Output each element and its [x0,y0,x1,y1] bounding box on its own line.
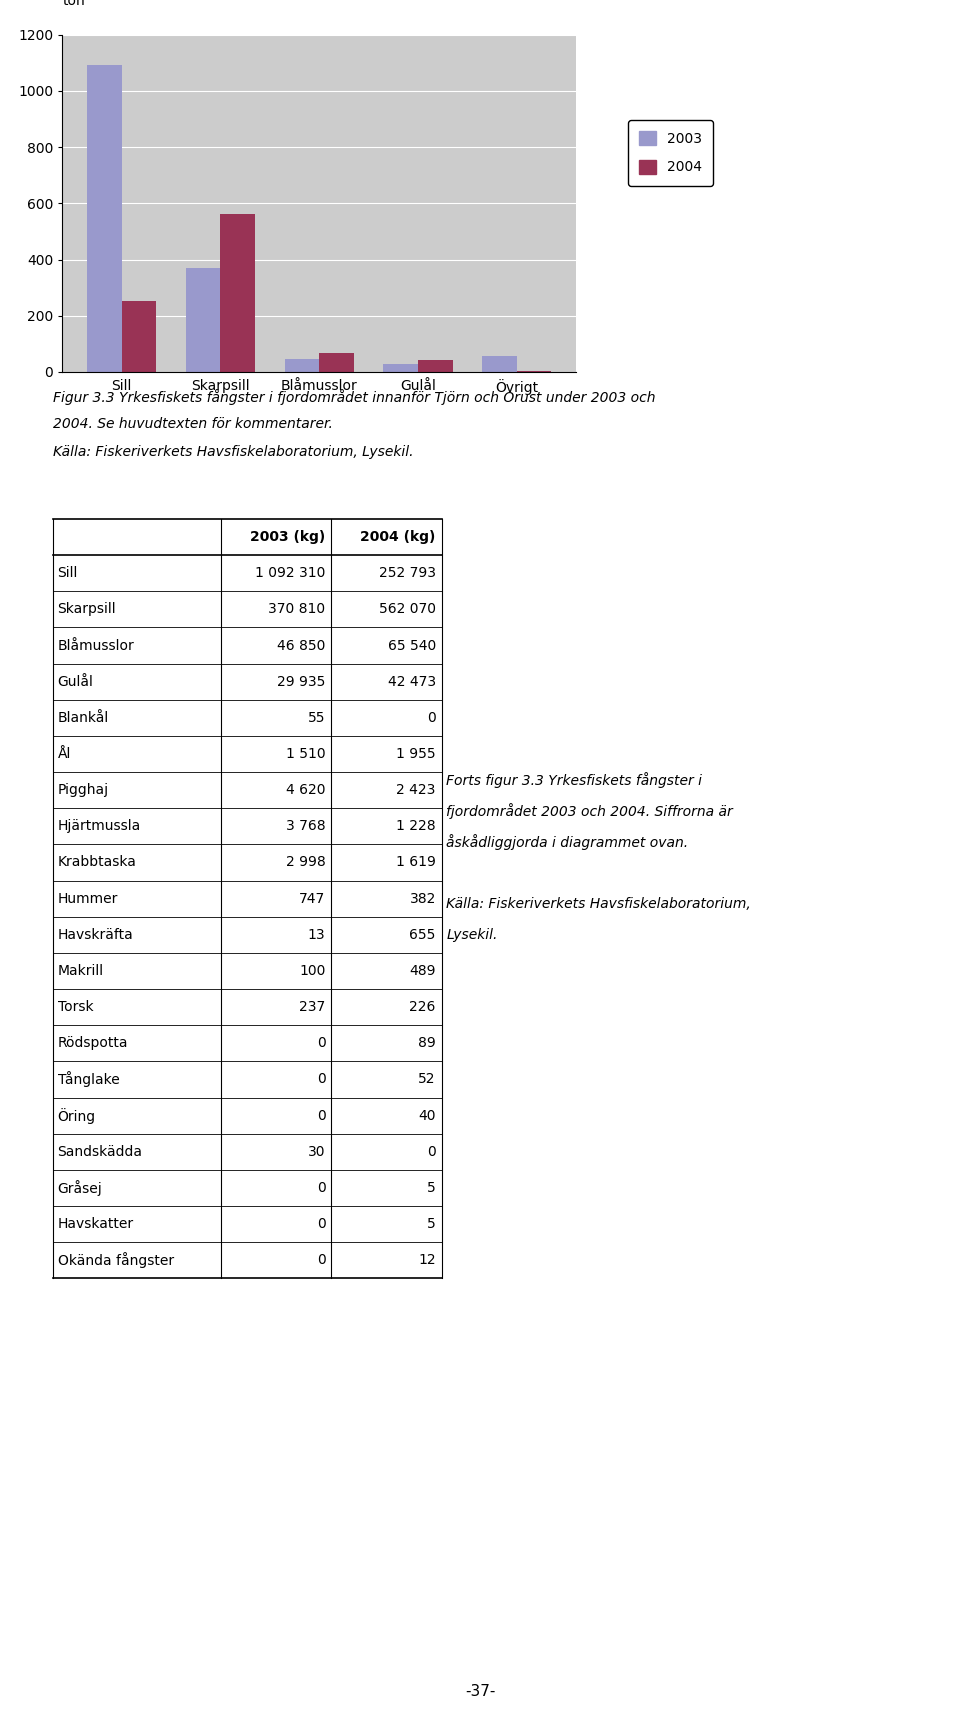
Text: 2004. Se huvudtexten för kommentarer.: 2004. Se huvudtexten för kommentarer. [53,417,333,431]
Text: Källa: Fiskeriverkets Havsfiskelaboratorium,: Källa: Fiskeriverkets Havsfiskelaborator… [446,896,751,910]
Text: Blåmusslor: Blåmusslor [58,638,134,652]
Text: 0: 0 [317,1073,325,1086]
Text: Ål: Ål [58,747,71,761]
Bar [122,301,156,372]
Text: 1 510: 1 510 [286,747,325,761]
Text: 0: 0 [427,711,436,725]
Text: Pigghaj: Pigghaj [58,784,108,798]
Text: 5: 5 [427,1182,436,1195]
Text: Lysekil.: Lysekil. [446,927,498,941]
Text: 12: 12 [419,1253,436,1266]
Legend: 2003, 2004: 2003, 2004 [628,119,713,185]
Text: Havskatter: Havskatter [58,1218,133,1232]
Text: 1 619: 1 619 [396,856,436,870]
Text: 13: 13 [308,927,325,941]
Text: 1 092 310: 1 092 310 [255,566,325,580]
Bar [320,353,354,372]
Bar [284,358,320,372]
Text: 30: 30 [308,1145,325,1159]
Text: Krabbtaska: Krabbtaska [58,856,136,870]
Text: 100: 100 [300,964,325,977]
Text: Havskräfta: Havskräfta [58,927,133,941]
Text: Skarpsill: Skarpsill [58,602,116,616]
Text: 2003 (kg): 2003 (kg) [251,529,325,543]
Text: Källa: Fiskeriverkets Havsfiskelaboratorium, Lysekil.: Källa: Fiskeriverkets Havsfiskelaborator… [53,445,414,458]
Text: 52: 52 [419,1073,436,1086]
Text: 562 070: 562 070 [379,602,436,616]
Text: 0: 0 [317,1218,325,1232]
Bar [383,363,418,372]
Bar [482,356,516,372]
Text: Hjärtmussla: Hjärtmussla [58,820,141,834]
Text: 252 793: 252 793 [379,566,436,580]
Text: 2004 (kg): 2004 (kg) [360,529,436,543]
Text: ton: ton [62,0,85,7]
Text: Tånglake: Tånglake [58,1071,119,1088]
Bar [418,360,452,372]
Text: Forts figur 3.3 Yrkesfiskets fångster i: Forts figur 3.3 Yrkesfiskets fångster i [446,772,703,789]
Text: Öring: Öring [58,1107,96,1123]
Text: 1 228: 1 228 [396,820,436,834]
Text: 0: 0 [427,1145,436,1159]
Text: 489: 489 [409,964,436,977]
Text: 226: 226 [410,1000,436,1014]
Text: Hummer: Hummer [58,891,118,905]
Text: 46 850: 46 850 [277,638,325,652]
Text: 655: 655 [410,927,436,941]
Text: -37-: -37- [465,1683,495,1699]
Text: 89: 89 [419,1036,436,1050]
Text: 382: 382 [410,891,436,905]
Text: 0: 0 [317,1109,325,1123]
Text: 4 620: 4 620 [286,784,325,798]
Bar [186,268,221,372]
Text: Gulål: Gulål [58,675,93,689]
Text: 237: 237 [300,1000,325,1014]
Text: Sandskädda: Sandskädda [58,1145,143,1159]
Text: 2 998: 2 998 [286,856,325,870]
Text: Rödspotta: Rödspotta [58,1036,128,1050]
Text: 55: 55 [308,711,325,725]
Text: 3 768: 3 768 [286,820,325,834]
Text: 40: 40 [419,1109,436,1123]
Bar [221,215,255,372]
Text: Gråsej: Gråsej [58,1180,103,1195]
Text: 0: 0 [317,1036,325,1050]
Text: åskådliggjorda i diagrammet ovan.: åskådliggjorda i diagrammet ovan. [446,834,688,851]
Text: Blankål: Blankål [58,711,108,725]
Text: 65 540: 65 540 [388,638,436,652]
Text: 1 955: 1 955 [396,747,436,761]
Bar [87,66,122,372]
Text: Torsk: Torsk [58,1000,93,1014]
Text: 370 810: 370 810 [268,602,325,616]
Text: 0: 0 [317,1253,325,1266]
Text: fjordområdet 2003 och 2004. Siffrorna är: fjordområdet 2003 och 2004. Siffrorna är [446,803,733,820]
Text: 42 473: 42 473 [388,675,436,689]
Text: 0: 0 [317,1182,325,1195]
Text: Okända fångster: Okända fångster [58,1253,174,1268]
Text: 747: 747 [300,891,325,905]
Text: Sill: Sill [58,566,78,580]
Text: Makrill: Makrill [58,964,104,977]
Text: 29 935: 29 935 [277,675,325,689]
Text: 5: 5 [427,1218,436,1232]
Text: Figur 3.3 Yrkesfiskets fångster i fjordområdet innanför Tjörn och Orust under 20: Figur 3.3 Yrkesfiskets fångster i fjordo… [53,389,656,405]
Text: 2 423: 2 423 [396,784,436,798]
